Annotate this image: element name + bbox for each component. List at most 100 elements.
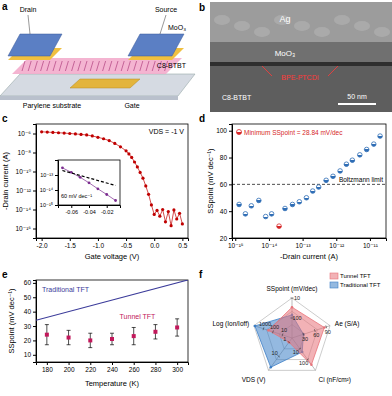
tick: 220 xyxy=(85,362,96,373)
axis-title: Ae (S/A) xyxy=(335,320,360,328)
tick-mark xyxy=(229,158,232,159)
molecule xyxy=(134,61,137,71)
tick: 10⁻¹² xyxy=(16,187,36,194)
data-point xyxy=(324,178,329,183)
data-point xyxy=(350,158,355,163)
tick-label: -0.5 xyxy=(121,242,133,249)
plot-area xyxy=(36,280,188,348)
tick-mark xyxy=(269,238,270,241)
tick: 50 xyxy=(24,294,36,301)
molecule xyxy=(90,61,93,71)
reference-line xyxy=(232,184,386,185)
tick-mark xyxy=(71,205,72,208)
data-point xyxy=(127,152,130,155)
data-point xyxy=(74,132,77,135)
tick-mark xyxy=(282,333,284,336)
tick: 200 xyxy=(64,362,75,373)
data-point xyxy=(147,193,150,196)
tick-label: 10⁻¹⁴ xyxy=(262,242,278,249)
tick-mark xyxy=(182,238,183,241)
data-point xyxy=(46,131,49,134)
tick: 80 xyxy=(220,154,232,161)
data-point xyxy=(61,166,64,169)
data-point xyxy=(88,338,92,342)
tick-label: 10⁻¹⁴ xyxy=(40,187,54,193)
error-bar xyxy=(132,327,136,344)
molecule xyxy=(59,61,62,71)
data-point xyxy=(277,224,282,229)
data-point xyxy=(130,156,133,159)
grain xyxy=(334,15,350,25)
data-point xyxy=(96,187,99,190)
series-line xyxy=(62,170,115,185)
axis-left: 10⁻¹⁶10⁻¹⁴10⁻¹²10⁻¹⁰10⁻⁸10⁻⁶ xyxy=(15,125,36,239)
data-point xyxy=(132,334,136,338)
data-point xyxy=(79,176,82,179)
tick-label: -2.0 xyxy=(37,242,49,249)
data-point xyxy=(338,169,343,174)
data-point xyxy=(68,132,71,135)
data-point xyxy=(175,325,179,329)
tick-mark xyxy=(288,341,290,343)
tick: 10⁻¹⁵ xyxy=(40,202,58,208)
molecule xyxy=(53,61,56,71)
data-point xyxy=(88,181,91,184)
annotation: Minimum SSpoint = 28.84 mV/dec xyxy=(244,129,343,137)
molecule xyxy=(109,61,112,71)
axis-line xyxy=(229,125,233,239)
tick-mark xyxy=(370,238,371,241)
figure: DrainSourceMoO₃C8-BTBTParylene substrate… xyxy=(0,0,392,396)
tick: 10⁻⁶ xyxy=(18,130,36,137)
schematic-label: Drain xyxy=(20,6,37,13)
data-point xyxy=(113,142,116,145)
error-bar xyxy=(88,333,92,347)
tick: 10⁻¹³ xyxy=(40,172,58,178)
tick: -0.5 xyxy=(121,238,133,249)
arrow xyxy=(262,66,272,76)
tick: 10⁻¹⁵ xyxy=(228,238,244,249)
tick-mark xyxy=(336,238,337,241)
data-point xyxy=(364,147,369,152)
tick: -0.04 xyxy=(83,205,96,215)
tick-label: 10⁻¹⁵ xyxy=(228,242,244,249)
annotation: VDS = -1 V xyxy=(149,128,185,135)
axis-title: Gate voltage (V) xyxy=(85,252,140,261)
tick: -1.0 xyxy=(93,238,105,249)
tick-label: 30 xyxy=(24,323,32,330)
tick-mark xyxy=(134,362,135,365)
molecule xyxy=(22,61,25,71)
tick-label: 10 xyxy=(272,350,278,356)
tick-label: -1.5 xyxy=(65,242,77,249)
layer-label: Ag xyxy=(279,14,290,24)
tick-label: 280 xyxy=(150,366,161,373)
data-point xyxy=(102,137,105,140)
tick-mark xyxy=(55,175,58,176)
grain xyxy=(354,21,370,31)
data-point xyxy=(256,198,261,203)
tick-mark xyxy=(33,340,36,341)
moo3-layer xyxy=(210,42,392,62)
tick-label: 10⁻¹⁰ xyxy=(16,168,32,175)
tick: 20 xyxy=(220,235,232,242)
tick-mark xyxy=(33,172,36,173)
molecule xyxy=(146,61,149,71)
panel-label: d xyxy=(199,113,205,124)
tick-mark xyxy=(55,190,58,191)
tick-label: 40 xyxy=(24,308,32,315)
data-point xyxy=(243,212,248,217)
axis-line xyxy=(33,281,37,363)
tick-mark xyxy=(177,362,178,365)
grain xyxy=(294,21,310,31)
data-point xyxy=(141,177,144,180)
data-point xyxy=(331,174,336,179)
data-point xyxy=(110,337,114,341)
error-bar xyxy=(153,325,157,339)
tick-label: 200 xyxy=(64,366,75,373)
tick-label: 10 xyxy=(24,351,32,358)
data-point xyxy=(304,195,309,200)
tick: 60 xyxy=(220,181,232,188)
tick-mark xyxy=(33,326,36,327)
schematic-label: Parylene substrate xyxy=(23,102,81,110)
bpe-layer xyxy=(210,62,392,66)
tick-mark xyxy=(303,238,304,241)
